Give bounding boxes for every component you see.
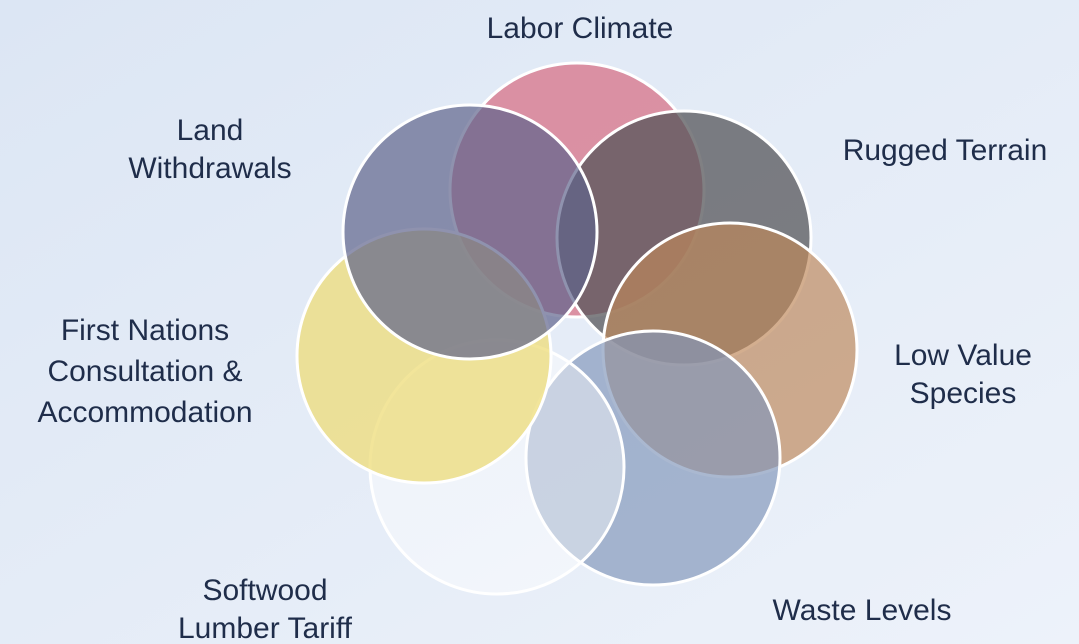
label: Rugged Terrain bbox=[843, 134, 1048, 167]
label: Low Value bbox=[894, 339, 1032, 372]
label: Species bbox=[910, 377, 1017, 410]
circle-waste bbox=[524, 329, 782, 587]
label: Accommodation bbox=[37, 396, 252, 429]
label: Consultation & bbox=[47, 355, 242, 388]
label: Waste Levels bbox=[773, 594, 952, 627]
label: Softwood bbox=[202, 574, 327, 607]
label: Labor Climate bbox=[487, 12, 674, 45]
label: Land bbox=[177, 114, 244, 147]
circle-land bbox=[341, 103, 599, 361]
label: First Nations bbox=[61, 314, 229, 347]
label: Withdrawals bbox=[128, 152, 291, 185]
label: Lumber Tariff bbox=[178, 612, 353, 644]
